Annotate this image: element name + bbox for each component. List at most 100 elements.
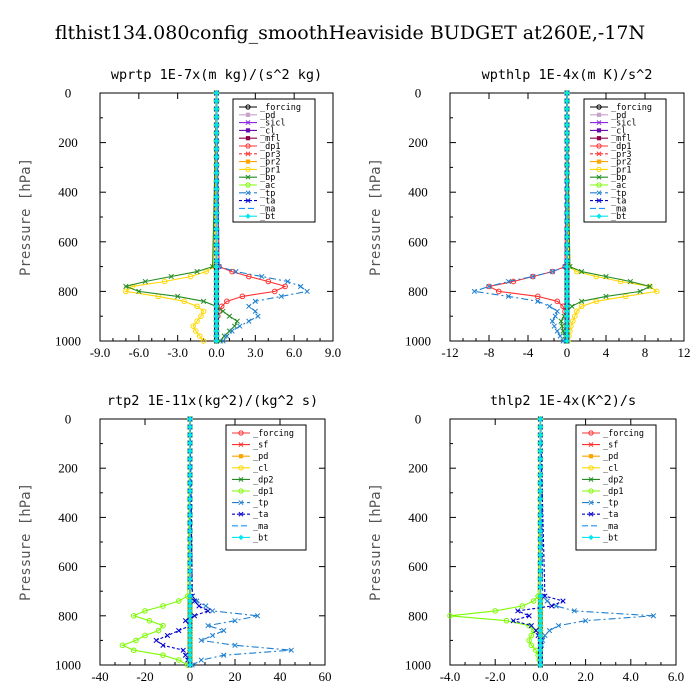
x-tick-label: 8: [642, 345, 649, 360]
data-point: [200, 338, 207, 344]
data-point: [213, 263, 220, 270]
legend-marker: [238, 500, 244, 506]
data-point: [549, 603, 555, 609]
y-axis-title: Pressure [hPa]: [18, 158, 34, 276]
data-point: [537, 632, 544, 639]
y-tick-label: 1000: [405, 334, 431, 349]
series-bt: [564, 90, 570, 344]
data-point-upper: [564, 106, 570, 112]
data-point: [187, 662, 193, 668]
data-point: [564, 268, 570, 275]
legend-marker: [245, 136, 251, 141]
legend-label: _ma: [611, 204, 626, 214]
data-point: [187, 642, 193, 649]
data-point: [304, 288, 310, 295]
y-tick-label: 400: [408, 510, 428, 525]
legend-label: _mfl: [260, 134, 280, 144]
data-point: [226, 313, 233, 319]
legend-marker: [245, 112, 251, 117]
series-tp: [471, 90, 570, 344]
legend-marker: [596, 104, 602, 110]
data-point-upper: [564, 234, 570, 240]
data-point: [123, 288, 129, 295]
data-point: [246, 303, 252, 309]
legend-label: _pd: [253, 452, 268, 462]
data-point: [530, 273, 536, 280]
data-point-upper: [213, 202, 220, 208]
legend-marker: [245, 128, 251, 133]
legend: _forcing_pd_sicl_cl_mfl_dp1_pr3_pr2_pr1_…: [232, 98, 316, 223]
data-point: [187, 647, 193, 654]
data-point: [537, 612, 544, 619]
data-point: [187, 617, 193, 624]
legend-marker: [596, 174, 602, 180]
panel-1: wprtp 1E-7x(m kg)/(s^2 kg) Pressure [hPa]…: [18, 67, 341, 360]
data-point-upper: [187, 504, 193, 510]
x-tick-label: -2.0: [485, 669, 506, 684]
legend-label: _dp2: [603, 475, 623, 485]
y-tick-label: 400: [408, 185, 428, 200]
series-line: [189, 418, 292, 666]
legend-label: _dp1: [260, 142, 280, 152]
data-point-upper: [187, 456, 193, 462]
data-point: [549, 318, 556, 324]
data-point-upper: [537, 472, 544, 478]
data-point: [259, 273, 265, 280]
legend-marker: [588, 430, 594, 436]
series-line: [155, 418, 210, 666]
legend-marker: [245, 182, 251, 188]
data-point: [220, 338, 226, 344]
data-point: [187, 637, 193, 644]
legend-label: _sicl: [260, 119, 286, 129]
data-point: [213, 273, 220, 280]
data-point: [515, 608, 521, 614]
data-point-upper: [537, 496, 544, 502]
x-tick-label: -8: [484, 345, 495, 360]
data-point-upper: [537, 456, 544, 462]
legend-marker: [596, 190, 602, 196]
data-point-upper: [213, 218, 220, 224]
data-point-upper: [537, 552, 544, 558]
x-tick-label: 0: [564, 345, 571, 360]
x-tick-label: 12: [678, 345, 691, 360]
legend-label: _ta: [253, 510, 268, 520]
data-point: [187, 273, 194, 280]
x-tick-label: 0.0: [208, 345, 224, 360]
data-point: [519, 603, 526, 609]
data-point: [471, 288, 478, 295]
legend-label: _cl: [603, 464, 618, 474]
data-point-upper: [187, 424, 193, 430]
legend-marker: [596, 151, 602, 157]
legend-label: _cl: [611, 126, 626, 136]
legend: _forcing _sf_pd _cl_dp2 _dp1 _tp_ta _ma_bt: [225, 424, 307, 551]
data-point: [133, 637, 139, 644]
legend-label: _ac: [611, 181, 626, 191]
data-point: [221, 652, 227, 658]
data-point: [213, 318, 220, 325]
x-tick-label: 40: [274, 669, 287, 684]
legend-marker: [245, 120, 251, 126]
data-point: [153, 637, 159, 644]
legend-label: _pd: [611, 111, 626, 121]
data-point: [142, 608, 148, 614]
legend-label: _forcing: [611, 103, 652, 113]
data-point-upper: [564, 210, 570, 216]
data-point: [559, 323, 565, 329]
data-point: [578, 303, 585, 310]
legend-label: _ma: [253, 522, 268, 532]
data-point: [564, 328, 570, 334]
data-point: [203, 603, 209, 609]
data-point-upper: [564, 178, 570, 184]
x-tick-label: -40: [91, 669, 108, 684]
data-point: [492, 608, 499, 614]
x-tick-label: 3.0: [247, 345, 263, 360]
data-point: [637, 288, 643, 295]
data-point-upper: [213, 186, 220, 192]
data-point: [194, 268, 200, 275]
series-line: [474, 92, 568, 342]
data-point: [554, 328, 560, 334]
y-axis-title: Pressure [hPa]: [368, 158, 384, 276]
data-point: [535, 298, 541, 304]
legend-marker: [245, 174, 251, 180]
